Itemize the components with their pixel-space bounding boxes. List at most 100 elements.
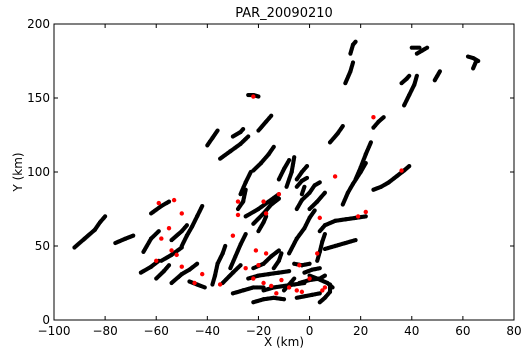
scatter-point-red [235, 212, 241, 218]
scatter-point-red [251, 276, 256, 281]
scatter-point-red [315, 251, 320, 256]
scatter-point [243, 232, 248, 237]
scatter-point [271, 144, 276, 149]
axis-ticks: −100 −80 −60 −40 −20 0 20 40 60 80 0 50 100 150 200 [27, 17, 522, 338]
series-black-segment [399, 73, 412, 86]
series-black-segment [251, 295, 287, 305]
scatter-point-red [320, 288, 325, 293]
scatter-point-red [297, 263, 302, 268]
scatter-point [304, 175, 310, 181]
scatter-point [414, 73, 419, 78]
scatter-point-red [243, 266, 248, 271]
series-black-segment [465, 54, 481, 64]
series-black-segment [294, 163, 310, 182]
series-black-segment [340, 161, 368, 207]
x-tick-label: −80 [92, 324, 117, 338]
series-black-segment [256, 214, 269, 234]
series-black-segment [159, 245, 184, 263]
series-black-segment [149, 199, 172, 216]
scatter-point [322, 232, 327, 237]
scatter-point [281, 297, 287, 302]
data-marks [72, 39, 481, 305]
scatter-point-red [299, 289, 305, 295]
scatter-point [215, 128, 220, 133]
scatter-point [312, 208, 317, 213]
scatter-point-red [294, 288, 299, 293]
scatter-point-red [355, 214, 361, 219]
scatter-point [473, 60, 478, 65]
series-black-segment [141, 229, 161, 255]
scatter-point-red [322, 285, 328, 290]
scatter-point [317, 266, 322, 271]
scatter-point-red [256, 263, 261, 268]
scatter-point-red [169, 248, 174, 253]
series-black-segment [327, 124, 345, 145]
scatter-point-red [200, 271, 205, 277]
series-black-segment [348, 39, 358, 56]
y-tick-label: 100 [27, 165, 50, 179]
scatter-point [279, 251, 284, 256]
series-black-segment [169, 261, 200, 286]
scatter-point-red [251, 94, 256, 99]
series-black-segment [205, 128, 220, 148]
series-black-segment [414, 45, 430, 56]
scatter-point-red [156, 200, 161, 206]
series-black-segment [113, 233, 136, 246]
series-black-segment [276, 158, 292, 182]
series-black-segment [287, 208, 317, 256]
scatter-point-red [154, 258, 159, 263]
series-black-segment [294, 180, 322, 212]
scatter-point [184, 223, 189, 228]
x-tick-label: −60 [144, 324, 169, 338]
series-black-segment [271, 251, 284, 271]
x-tick-label: 60 [455, 324, 470, 338]
y-tick-label: 200 [27, 17, 50, 31]
scatter-point [292, 276, 297, 281]
series-black-segment [317, 214, 368, 234]
series-black-segment [235, 187, 248, 212]
scatter-point-red [192, 280, 197, 286]
scatter-point [381, 115, 386, 120]
scatter-point-red [179, 264, 184, 269]
y-tick-label: 150 [27, 91, 50, 105]
series-black-segment [187, 279, 207, 290]
series-black-segment [353, 140, 373, 182]
scatter-point [417, 45, 422, 50]
series-black-segment [230, 285, 266, 296]
scatter-point [368, 140, 373, 145]
scatter-point-red [230, 233, 236, 238]
series-black-segment [169, 223, 189, 243]
scatter-point [363, 214, 368, 219]
series-black-segment [230, 126, 246, 139]
scatter-point [327, 282, 333, 287]
chart-title: PAR_20090210 [235, 6, 333, 21]
series-black-segment [307, 190, 327, 212]
scatter-point [276, 196, 281, 201]
series-black-segment [322, 237, 358, 252]
series-black-segment [218, 134, 251, 161]
scatter-point-red [274, 291, 279, 296]
series-black-segment [402, 73, 419, 108]
scatter-point-red [371, 115, 376, 120]
scatter-point [307, 261, 312, 266]
scatter-point-red [399, 168, 404, 173]
scatter-point [200, 203, 205, 209]
scatter-point-red [159, 236, 164, 241]
series-black-segment [251, 144, 276, 173]
scatter-point [261, 285, 266, 290]
scatter-point [166, 263, 172, 268]
scatter-point [317, 291, 322, 296]
scatter-point [269, 113, 274, 118]
y-tick-label: 50 [35, 239, 50, 253]
scatter-point [302, 184, 307, 189]
series-black-segment [284, 155, 297, 189]
x-tick-label: −100 [38, 324, 71, 338]
scatter-point [166, 199, 172, 204]
series-black-segment [292, 261, 312, 268]
scatter-point-red [317, 215, 322, 221]
scatter-point-red [261, 280, 266, 286]
series-black-segment [256, 113, 274, 133]
x-tick-label: −40 [195, 324, 220, 338]
series-black-segment [409, 45, 422, 50]
